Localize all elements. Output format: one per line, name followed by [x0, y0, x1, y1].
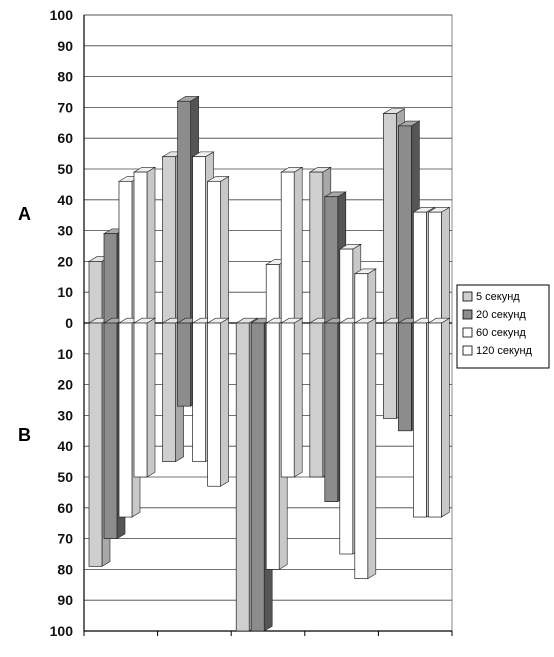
y-tick-label: 30	[57, 407, 73, 423]
y-tick-label: 70	[57, 99, 73, 115]
legend-label: 20 секунд	[476, 309, 526, 321]
bar-b	[353, 317, 377, 580]
y-tick-label: 100	[50, 7, 74, 23]
y-tick-label: 60	[57, 130, 73, 146]
legend-label: 60 секунд	[476, 327, 526, 339]
legend-swatch	[462, 345, 473, 356]
bar-a	[280, 166, 304, 324]
y-tick-label: 50	[57, 469, 73, 485]
legend-label: 120 секунд	[476, 345, 533, 357]
y-tick-label: 90	[57, 38, 73, 54]
y-tick-label: 0	[65, 315, 73, 331]
bar-a	[206, 175, 230, 324]
y-tick-label: 50	[57, 161, 73, 177]
bar-b	[427, 317, 451, 518]
y-tick-label: 100	[50, 623, 74, 639]
bar-b	[280, 317, 304, 478]
bar-a	[353, 268, 377, 324]
y-tick-label: 40	[57, 438, 73, 454]
y-tick-label: 10	[57, 346, 73, 362]
y-tick-label: 90	[57, 592, 73, 608]
tick-labels: 1009080706050403020100102030405060708090…	[50, 7, 74, 639]
y-tick-label: 60	[57, 500, 73, 516]
bar-b	[132, 317, 157, 478]
bar-b	[206, 317, 230, 487]
legend-swatch	[462, 327, 473, 338]
y-tick-label: 20	[57, 253, 73, 269]
legend-item: 20 секунд	[462, 309, 526, 321]
bar-a	[132, 166, 157, 324]
y-tick-label: 70	[57, 531, 73, 547]
y-tick-label: 40	[57, 192, 73, 208]
y-tick-label: 80	[57, 561, 73, 577]
legend: 5 секунд 20 секунд 60 секунд 120 секунд	[456, 284, 550, 369]
legend-swatch	[462, 291, 473, 302]
y-tick-label: 20	[57, 377, 73, 393]
side-label-a: A	[18, 204, 31, 224]
y-tick-label: 10	[57, 284, 73, 300]
legend-item: 120 секунд	[462, 345, 533, 357]
legend-label: 5 секунд	[476, 291, 520, 303]
side-label-b: B	[18, 425, 31, 445]
legend-swatch	[462, 309, 473, 320]
y-tick-label: 30	[57, 223, 73, 239]
legend-item: 5 секунд	[462, 291, 520, 303]
y-tick-label: 80	[57, 69, 73, 85]
bars	[87, 95, 451, 632]
legend-item: 60 секунд	[462, 327, 526, 339]
bar-a	[427, 206, 451, 324]
